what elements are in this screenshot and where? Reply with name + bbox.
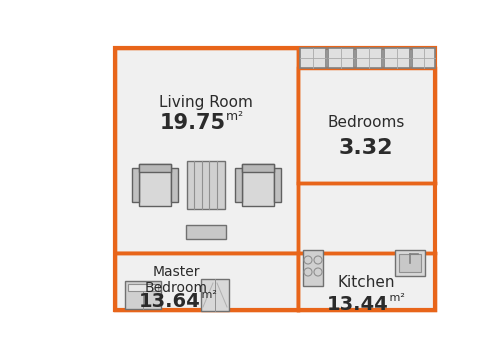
Text: Living Room: Living Room <box>159 95 253 110</box>
Text: Kitchen: Kitchen <box>337 275 395 290</box>
Bar <box>328 48 354 68</box>
Bar <box>171 168 178 202</box>
Bar <box>274 168 281 202</box>
Bar <box>298 183 435 253</box>
Bar <box>115 48 435 310</box>
Bar <box>186 225 226 239</box>
Text: Master
Bedroom: Master Bedroom <box>144 265 208 295</box>
Bar <box>125 281 161 309</box>
Bar <box>303 250 323 286</box>
Bar <box>356 48 382 68</box>
Text: 19.75: 19.75 <box>160 113 226 133</box>
Text: 3.32: 3.32 <box>339 138 393 158</box>
Bar <box>139 164 171 172</box>
Text: m²: m² <box>222 110 244 123</box>
Bar <box>300 48 326 68</box>
Bar <box>298 253 435 310</box>
Bar <box>395 250 425 276</box>
Bar <box>187 161 225 209</box>
Bar <box>242 164 274 172</box>
Bar <box>139 164 171 206</box>
Bar <box>201 279 229 311</box>
Bar <box>298 68 435 183</box>
Bar <box>242 164 274 206</box>
Bar <box>115 48 298 253</box>
Bar <box>399 254 421 272</box>
Bar <box>128 284 158 291</box>
Bar <box>412 48 435 68</box>
Bar <box>115 253 298 310</box>
Text: m²: m² <box>198 290 216 300</box>
Text: 13.64: 13.64 <box>139 292 201 311</box>
Text: Bedrooms: Bedrooms <box>328 115 404 130</box>
Text: m²: m² <box>386 293 404 303</box>
Bar <box>384 48 410 68</box>
Bar <box>235 168 242 202</box>
Text: 13.44: 13.44 <box>327 295 389 314</box>
Bar <box>132 168 139 202</box>
